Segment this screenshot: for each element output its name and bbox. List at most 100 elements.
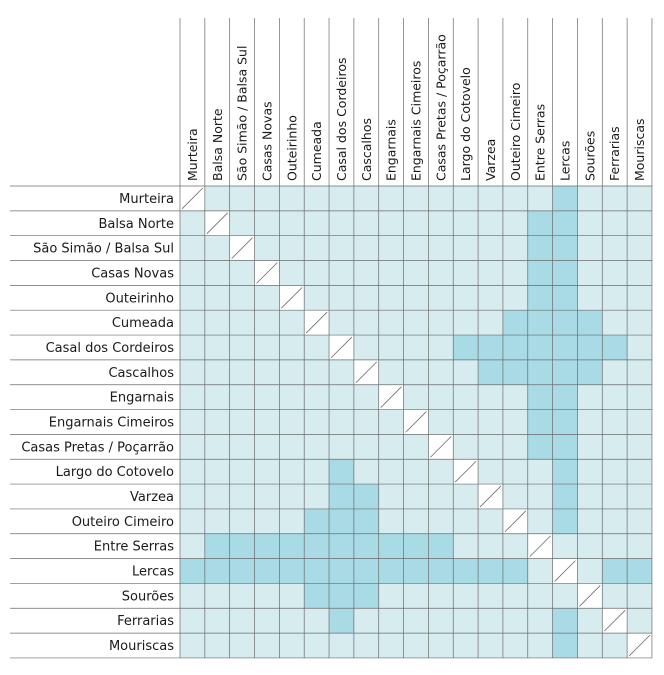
diagonal-slash bbox=[231, 237, 253, 259]
matrix-cell bbox=[453, 285, 479, 311]
row-label-balsa-norte: Balsa Norte bbox=[99, 217, 175, 232]
matrix-cell bbox=[254, 484, 280, 509]
matrix-cell-highlighted bbox=[279, 558, 305, 584]
row-label-engarnais: Engarnais bbox=[110, 391, 175, 406]
matrix-cell bbox=[602, 533, 628, 559]
matrix-cell bbox=[329, 285, 354, 311]
matrix-cell bbox=[453, 533, 479, 559]
matrix-cell-highlighted bbox=[502, 359, 528, 385]
matrix-cell bbox=[304, 186, 330, 211]
diagonal-slash bbox=[579, 585, 601, 607]
matrix-cell bbox=[204, 260, 230, 286]
matrix-cell bbox=[229, 633, 255, 658]
matrix-cell bbox=[428, 335, 454, 360]
matrix-cell bbox=[527, 608, 553, 634]
matrix-cell bbox=[428, 235, 454, 261]
matrix-cell bbox=[304, 285, 330, 311]
matrix-cell bbox=[279, 608, 305, 634]
matrix-cell-highlighted bbox=[527, 210, 553, 236]
matrix-cell bbox=[329, 359, 354, 385]
matrix-cell bbox=[602, 235, 628, 261]
matrix-cell bbox=[577, 186, 603, 211]
matrix-cell bbox=[428, 459, 454, 485]
matrix-cell bbox=[403, 434, 429, 460]
matrix-cell bbox=[180, 533, 205, 559]
matrix-cell bbox=[279, 459, 305, 485]
matrix-cell bbox=[627, 484, 652, 509]
matrix-cell bbox=[378, 359, 404, 385]
matrix-cell bbox=[478, 285, 503, 311]
matrix-cell-highlighted bbox=[527, 409, 553, 435]
matrix-cell bbox=[204, 285, 230, 311]
matrix-cell-highlighted bbox=[552, 384, 578, 410]
matrix-cell bbox=[502, 210, 528, 236]
matrix-cell-highlighted bbox=[329, 508, 354, 534]
matrix-cell-highlighted bbox=[329, 484, 354, 509]
column-label-casas-pretas-pocarrao: Casas Pretas / Poçarrão bbox=[433, 34, 448, 181]
matrix-cell bbox=[502, 260, 528, 286]
matrix-cell bbox=[304, 484, 330, 509]
matrix-cell bbox=[204, 186, 230, 211]
matrix-cell bbox=[403, 310, 429, 336]
matrix-cell bbox=[254, 583, 280, 609]
matrix-cell bbox=[502, 384, 528, 410]
matrix-cell bbox=[329, 186, 354, 211]
matrix-cell-highlighted bbox=[552, 409, 578, 435]
matrix-cell bbox=[552, 583, 578, 609]
matrix-cell bbox=[254, 335, 280, 360]
matrix-cell bbox=[204, 434, 230, 460]
matrix-cell bbox=[627, 210, 652, 236]
matrix-cell bbox=[254, 434, 280, 460]
matrix-cell bbox=[602, 384, 628, 410]
matrix-cell bbox=[180, 409, 205, 435]
matrix-cell bbox=[254, 210, 280, 236]
matrix-cell bbox=[329, 210, 354, 236]
matrix-cell bbox=[279, 409, 305, 435]
matrix-cell bbox=[304, 608, 330, 634]
column-label-murteira: Murteira bbox=[185, 128, 200, 181]
matrix-cell bbox=[602, 210, 628, 236]
diagonal-slash bbox=[603, 609, 626, 632]
diagonal-slash bbox=[206, 212, 228, 234]
column-label-souroes: Sourões bbox=[582, 131, 597, 181]
matrix-cell bbox=[378, 484, 404, 509]
matrix-cell bbox=[627, 533, 652, 559]
row-label-outeiro-cimeiro: Outeiro Cimeiro bbox=[72, 515, 174, 530]
matrix-cell bbox=[403, 235, 429, 261]
matrix-cell bbox=[577, 558, 603, 584]
matrix-cell bbox=[304, 235, 330, 261]
matrix-cell bbox=[329, 409, 354, 435]
matrix-cell bbox=[478, 210, 503, 236]
matrix-cell-highlighted bbox=[577, 310, 603, 336]
matrix-cell bbox=[279, 484, 305, 509]
matrix-cell bbox=[304, 359, 330, 385]
matrix-cell-highlighted bbox=[453, 558, 479, 584]
matrix-cell bbox=[453, 235, 479, 261]
column-label-mouriscas: Mouriscas bbox=[632, 118, 647, 181]
matrix-cell bbox=[428, 310, 454, 336]
diagonal-slash bbox=[554, 560, 576, 582]
matrix-cell-highlighted bbox=[304, 508, 330, 534]
matrix-cell-highlighted bbox=[478, 335, 503, 360]
matrix-cell bbox=[627, 285, 652, 311]
diagonal-slash bbox=[380, 386, 402, 408]
matrix-cell bbox=[329, 384, 354, 410]
matrix-cell bbox=[329, 310, 354, 336]
matrix-cell bbox=[627, 409, 652, 435]
matrix-cell bbox=[453, 359, 479, 385]
matrix-cell bbox=[279, 335, 305, 360]
matrix-cell bbox=[353, 285, 379, 311]
matrix-cell-highlighted bbox=[329, 459, 354, 485]
matrix-cell-highlighted bbox=[378, 533, 404, 559]
matrix-cell bbox=[279, 210, 305, 236]
matrix-cell-highlighted bbox=[478, 359, 503, 385]
matrix-cell bbox=[378, 260, 404, 286]
matrix-cell bbox=[304, 384, 330, 410]
matrix-cell bbox=[428, 583, 454, 609]
matrix-cell bbox=[577, 235, 603, 261]
matrix-cell-highlighted bbox=[502, 310, 528, 336]
matrix-cell-highlighted bbox=[527, 434, 553, 460]
column-label-casal-dos-cordeiros: Casal dos Cordeiros bbox=[334, 58, 349, 182]
column-label-casas-novas: Casas Novas bbox=[259, 101, 274, 181]
matrix-cell bbox=[378, 186, 404, 211]
